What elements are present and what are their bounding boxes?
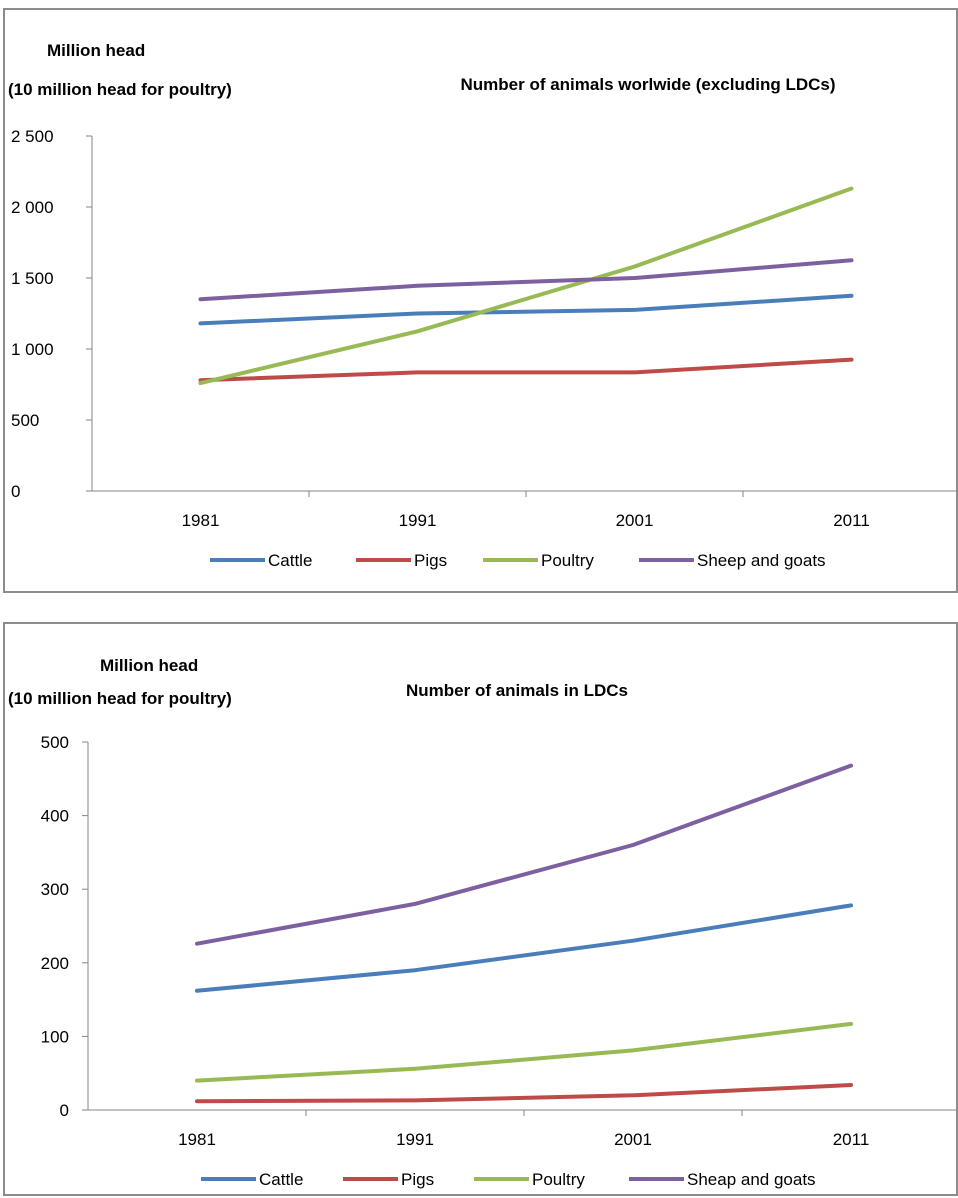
y-tick-label: 0 bbox=[11, 482, 20, 501]
y-tick-label: 0 bbox=[60, 1101, 69, 1120]
x-tick-label: 1981 bbox=[182, 511, 220, 530]
series-line-poultry bbox=[198, 186, 854, 386]
y-tick-label: 300 bbox=[41, 880, 69, 899]
series-line-cattle bbox=[198, 293, 854, 326]
x-tick-label: 2001 bbox=[616, 511, 654, 530]
series-line-pigs bbox=[195, 1083, 853, 1104]
series-line-pigs bbox=[198, 357, 854, 383]
legend-label: Pigs bbox=[401, 1170, 434, 1189]
series-line-sheep-and-goats bbox=[198, 258, 854, 302]
series-line-cattle bbox=[195, 903, 853, 993]
y-axis-title-line1: Million head bbox=[100, 656, 198, 675]
x-tick-label: 2001 bbox=[614, 1130, 652, 1149]
chart-panel-worldwide: Million head (10 million head for poultry… bbox=[3, 8, 958, 593]
x-tick-label: 1991 bbox=[399, 511, 437, 530]
legend-label: Cattle bbox=[268, 551, 312, 570]
series-line-poultry bbox=[195, 1021, 853, 1083]
y-tick-label: 100 bbox=[41, 1027, 69, 1046]
chart-worldwide-svg: Million head (10 million head for poultry… bbox=[8, 41, 958, 570]
x-tick-label: 2011 bbox=[833, 1130, 870, 1149]
legend-label: Sheap and goats bbox=[687, 1170, 816, 1189]
legend-label: Cattle bbox=[259, 1170, 303, 1189]
x-tick-label: 2011 bbox=[833, 511, 870, 530]
y-axis-title-line2: (10 million head for poultry) bbox=[8, 689, 232, 708]
y-tick-label: 2 500 bbox=[11, 127, 54, 146]
series-line-sheap-and-goats bbox=[195, 763, 853, 946]
legend-label: Sheep and goats bbox=[697, 551, 826, 570]
chart-title: Number of animals worlwide (excluding LD… bbox=[461, 75, 836, 94]
legend-label: Pigs bbox=[414, 551, 447, 570]
y-tick-label: 2 000 bbox=[11, 198, 54, 217]
y-tick-label: 1 500 bbox=[11, 269, 54, 288]
legend-label: Poultry bbox=[532, 1170, 585, 1189]
y-axis-title-line1: Million head bbox=[47, 41, 145, 60]
y-tick-label: 500 bbox=[11, 411, 39, 430]
legend-label: Poultry bbox=[541, 551, 594, 570]
x-tick-label: 1981 bbox=[178, 1130, 216, 1149]
y-tick-label: 500 bbox=[41, 733, 69, 752]
y-axis-title-line2: (10 million head for poultry) bbox=[8, 80, 232, 99]
y-tick-label: 400 bbox=[41, 807, 69, 826]
y-tick-label: 200 bbox=[41, 954, 69, 973]
chart-title: Number of animals in LDCs bbox=[406, 681, 628, 700]
chart-panel-ldcs: Million head (10 million head for poultry… bbox=[3, 622, 958, 1196]
x-tick-label: 1991 bbox=[396, 1130, 434, 1149]
chart-ldcs-svg: Million head (10 million head for poultry… bbox=[8, 656, 958, 1189]
y-tick-label: 1 000 bbox=[11, 340, 54, 359]
